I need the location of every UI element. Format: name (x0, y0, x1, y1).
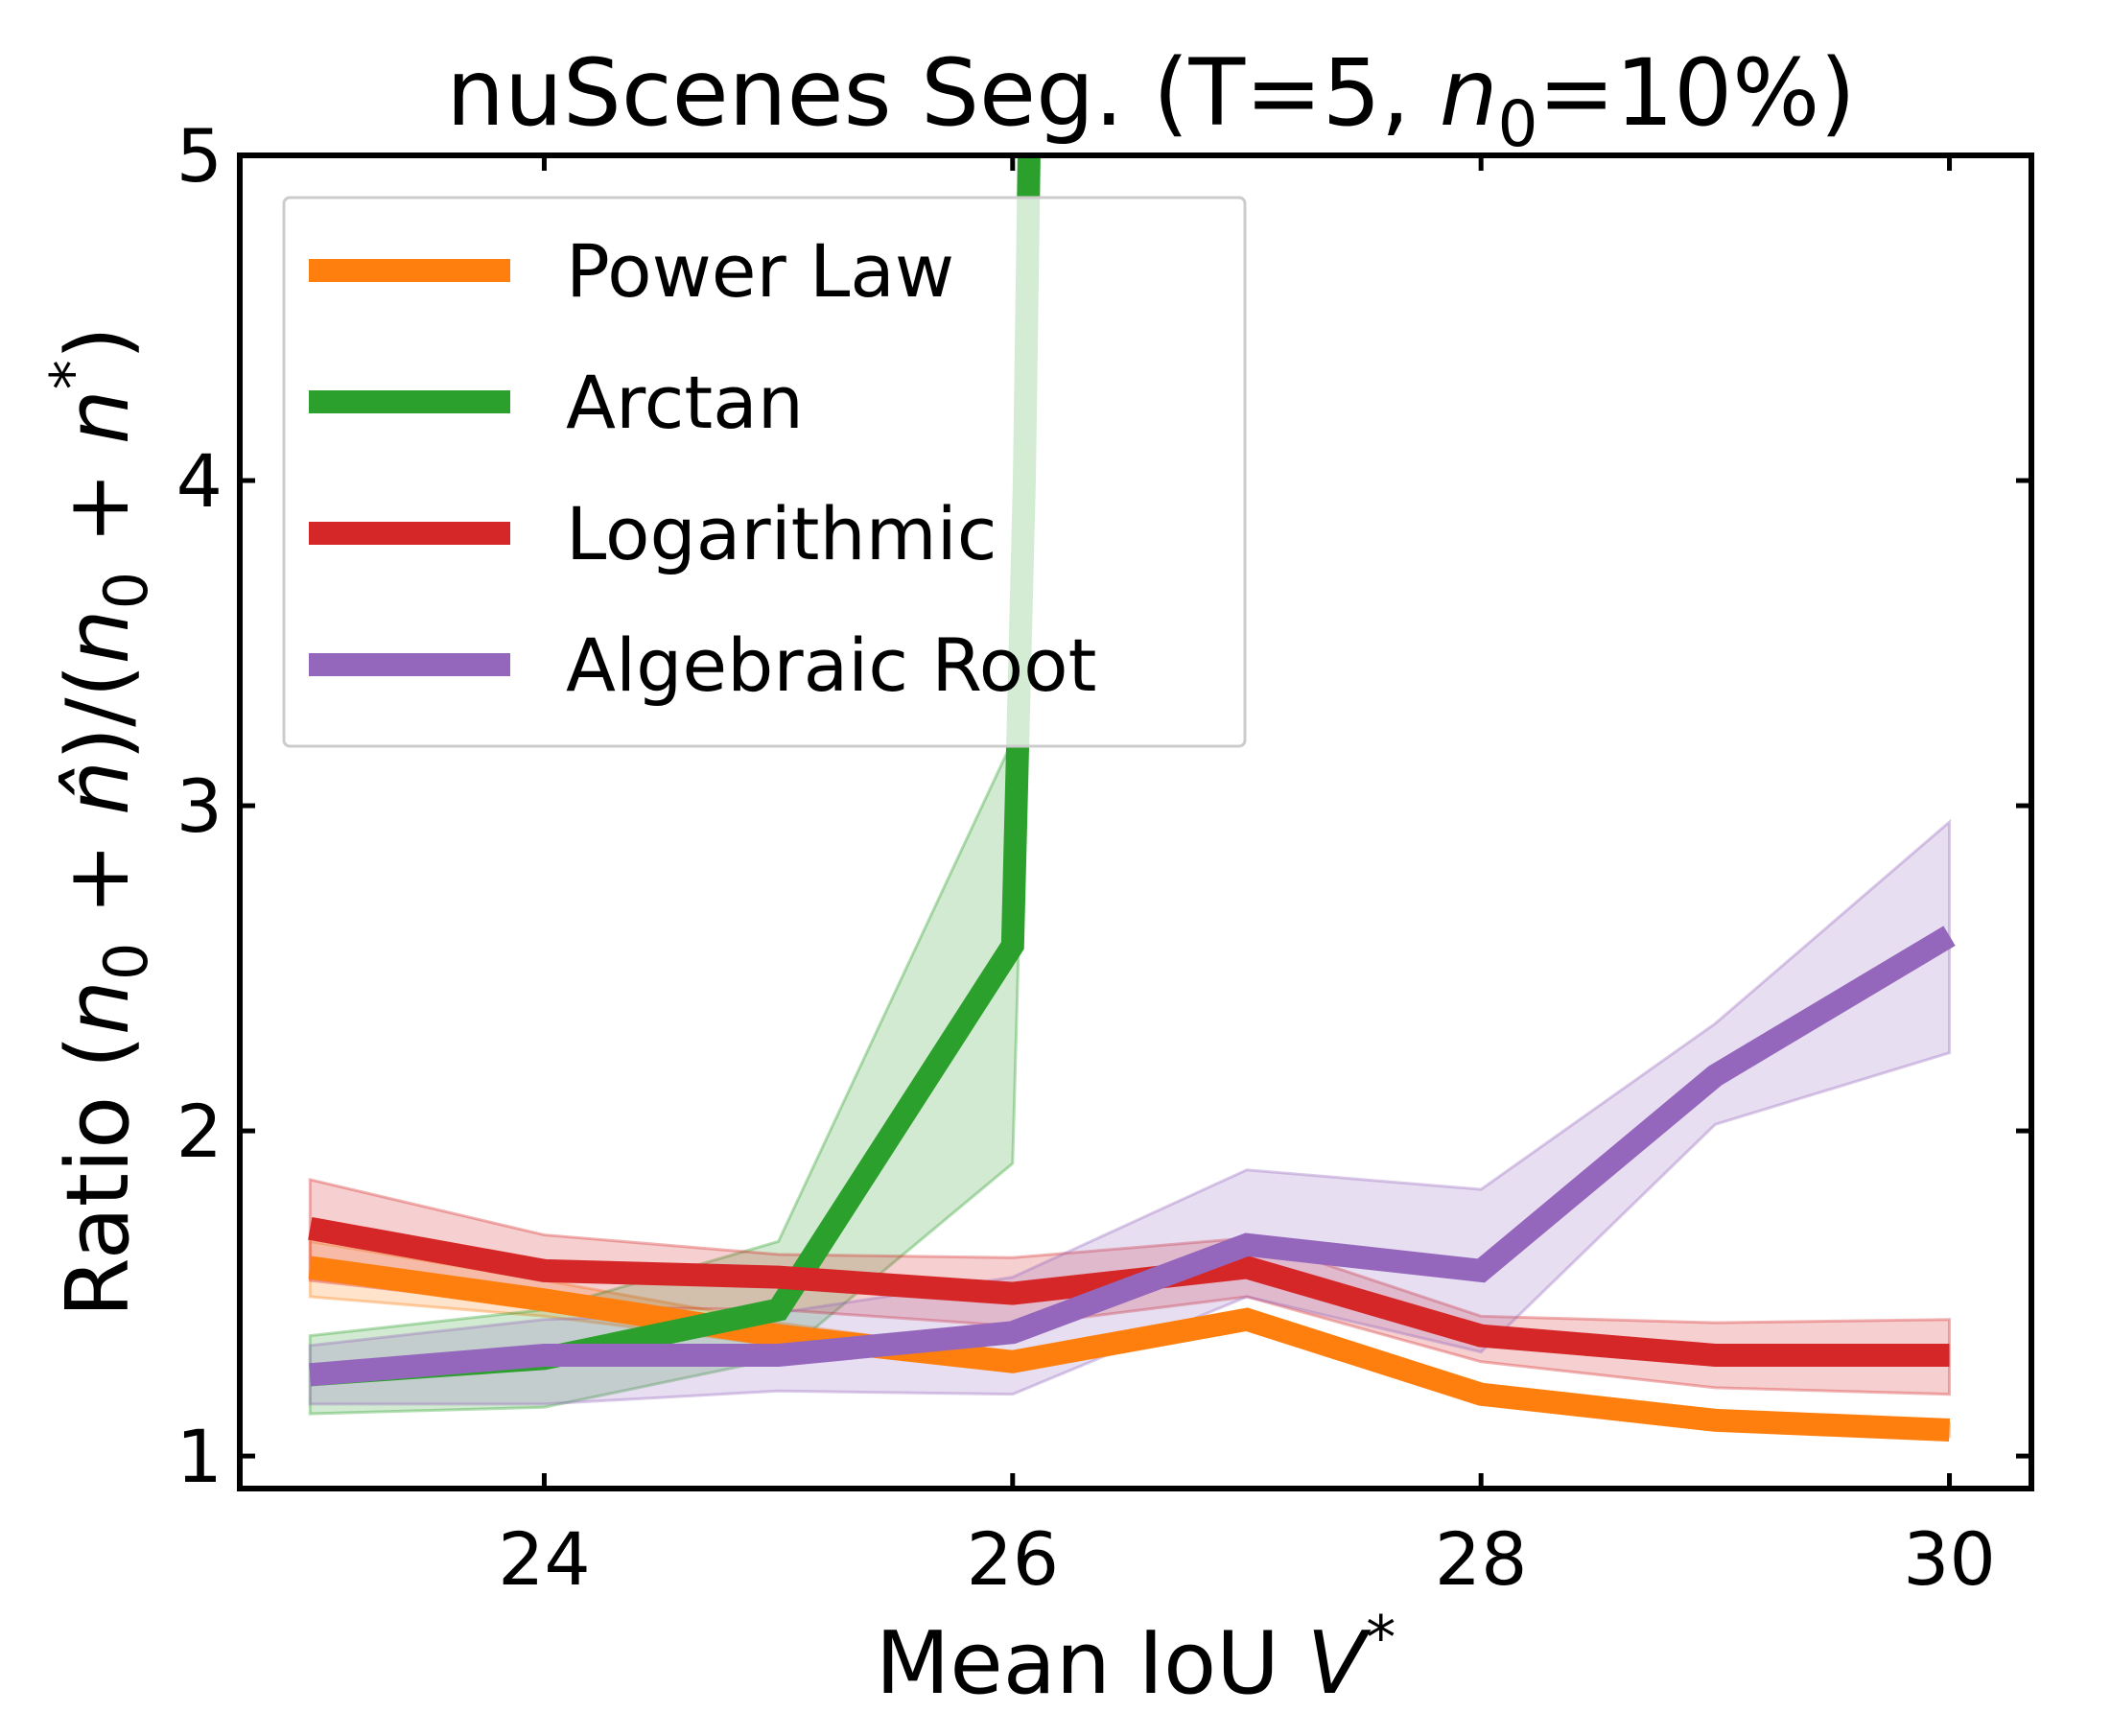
legend-label: Arctan (566, 360, 804, 445)
x-tick-label: 28 (1435, 1516, 1528, 1602)
y-axis-label: Ratio (n0 + n̂)/(n0 + n*) (37, 326, 161, 1318)
y-tick-label: 5 (176, 113, 223, 199)
chart-title: nuScenes Seg. (T=5, n0=10%) (446, 39, 1856, 161)
legend-item-logarithmic: Logarithmic (309, 491, 997, 576)
x-axis-label: Mean IoU V* (876, 1603, 1396, 1714)
legend-item-power-law: Power Law (309, 228, 954, 314)
plot-frame (237, 152, 2034, 1491)
y-tick-label: 3 (176, 763, 223, 849)
legend-label: Algebraic Root (566, 622, 1096, 708)
x-tick-label: 26 (966, 1516, 1059, 1602)
x-tick-label: 24 (498, 1516, 591, 1602)
legend-item-algebraic-root: Algebraic Root (309, 622, 1096, 708)
legend: Power Law Arctan Logarithmic Algebraic Root (282, 196, 1247, 748)
algebraic-root-line (309, 926, 1956, 1387)
y-tick-label: 4 (176, 438, 223, 524)
series-lines (308, 155, 1956, 1442)
y-tick-label: 1 (176, 1414, 223, 1499)
legend-label: Power Law (566, 228, 954, 314)
power-law-line (308, 1255, 1951, 1442)
axis-ticks: 24 26 28 30 1 2 3 4 5 (176, 113, 2031, 1602)
x-tick-label: 30 (1903, 1516, 1996, 1602)
legend-box (282, 196, 1247, 748)
legend-item-arctan: Arctan (309, 360, 804, 445)
arctan-band (308, 155, 1034, 1416)
y-tick-label: 2 (176, 1089, 223, 1174)
legend-label: Logarithmic (566, 491, 997, 576)
